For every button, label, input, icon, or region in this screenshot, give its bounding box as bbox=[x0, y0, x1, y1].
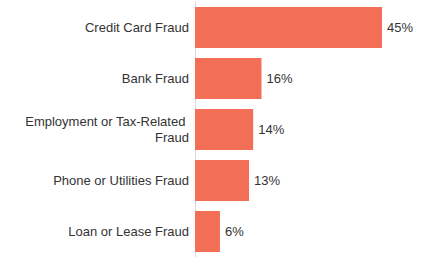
svg-text:Employment or Tax-Related: Employment or Tax-Related bbox=[25, 114, 189, 129]
svg-text:Loan or Lease Fraud: Loan or Lease Fraud bbox=[68, 224, 189, 239]
svg-text:14%: 14% bbox=[258, 122, 284, 137]
svg-text:45%: 45% bbox=[387, 20, 413, 35]
svg-text:13%: 13% bbox=[254, 173, 280, 188]
svg-text:Phone or Utilities Fraud: Phone or Utilities Fraud bbox=[53, 173, 189, 188]
svg-text:Bank Fraud: Bank Fraud bbox=[122, 71, 189, 86]
svg-text:6%: 6% bbox=[225, 224, 244, 239]
svg-text:Credit Card Fraud: Credit Card Fraud bbox=[85, 20, 189, 35]
svg-text:Fraud: Fraud bbox=[155, 130, 189, 145]
svg-text:16%: 16% bbox=[266, 71, 292, 86]
